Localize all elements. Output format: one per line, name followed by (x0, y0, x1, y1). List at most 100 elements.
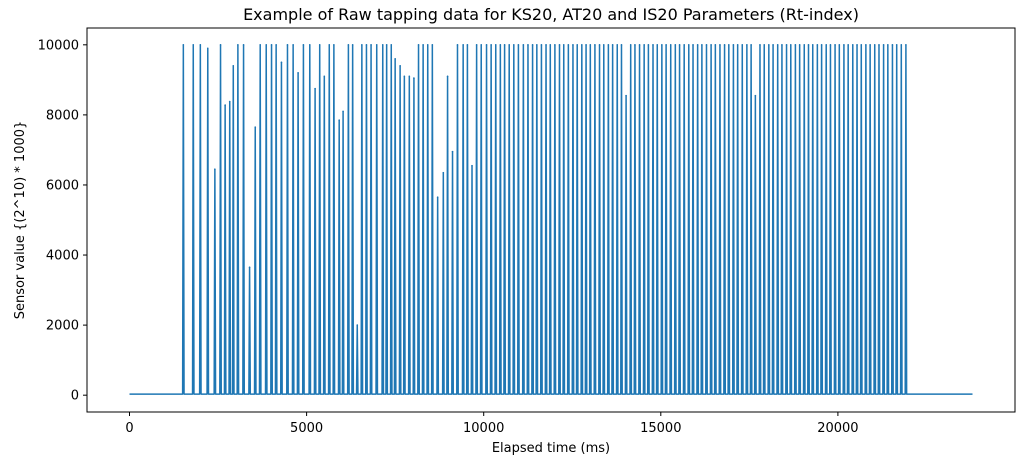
data-point (361, 44, 363, 46)
data-point (882, 44, 885, 46)
data-point (536, 44, 538, 46)
data-point (351, 44, 354, 46)
data-point (302, 44, 305, 46)
data-point (286, 44, 289, 46)
data-point (661, 44, 663, 46)
data-point (297, 72, 299, 74)
data-point (851, 44, 854, 46)
data-point (356, 324, 359, 326)
data-point (314, 87, 316, 90)
data-point (692, 44, 694, 46)
data-point (732, 44, 735, 46)
data-point (629, 44, 632, 46)
data-point (669, 44, 672, 46)
y-tick-label: 0 (71, 389, 79, 404)
data-point (687, 44, 690, 46)
data-point (776, 44, 779, 46)
data-point (417, 44, 420, 46)
data-point (347, 44, 350, 46)
data-point (308, 44, 311, 46)
data-point (589, 44, 592, 46)
data-point (856, 44, 858, 46)
data-point (399, 65, 401, 67)
data-point (259, 44, 262, 46)
data-point (736, 44, 739, 46)
data-point (558, 44, 561, 46)
data-point (620, 44, 623, 46)
data-point (719, 44, 721, 46)
data-point (754, 94, 757, 97)
x-tick-label: 5000 (290, 421, 323, 436)
data-point (843, 44, 845, 46)
data-point (611, 44, 614, 46)
data-point (527, 44, 529, 46)
data-point (829, 44, 832, 46)
data-point (549, 44, 552, 46)
y-tick-label: 6000 (46, 178, 79, 193)
plot-area (86, 27, 1016, 413)
data-point (381, 44, 384, 46)
data-point (750, 44, 752, 46)
data-point (887, 44, 889, 46)
data-point (816, 44, 819, 46)
data-point (456, 44, 459, 46)
data-point (598, 44, 601, 46)
data-point (865, 44, 867, 46)
data-point (471, 164, 473, 167)
data-point (705, 44, 708, 46)
data-point (634, 44, 636, 46)
data-point (513, 44, 515, 46)
data-point (192, 44, 195, 46)
data-point (422, 44, 424, 46)
data-point (616, 44, 619, 46)
data-point (585, 44, 587, 46)
x-tick-label: 20000 (817, 421, 858, 436)
data-point (820, 44, 823, 46)
data-point (798, 44, 801, 46)
data-point (652, 44, 654, 46)
data-point (572, 44, 574, 46)
data-point (451, 150, 454, 153)
data-point (475, 44, 478, 46)
data-point (333, 44, 335, 46)
data-point (466, 44, 469, 46)
data-point (531, 44, 534, 46)
y-tick-label: 2000 (46, 319, 79, 334)
data-point (490, 44, 492, 46)
data-point (499, 44, 502, 46)
plot-frame (86, 27, 1016, 413)
data-point (292, 44, 294, 46)
data-point (607, 44, 610, 46)
data-point (494, 44, 497, 46)
data-point (794, 44, 797, 46)
data-point (594, 44, 596, 46)
data-point (503, 44, 506, 46)
data-point (847, 44, 849, 46)
data-point (576, 44, 579, 46)
data-point (280, 61, 283, 64)
data-point (811, 44, 814, 46)
data-point (403, 75, 406, 78)
data-point (232, 65, 235, 67)
data-point (545, 44, 547, 46)
data-point (643, 44, 645, 46)
data-point (254, 126, 257, 128)
data-point (365, 44, 368, 46)
data-point (759, 44, 761, 46)
data-point (385, 44, 388, 46)
y-tick-label: 4000 (46, 249, 79, 264)
series-line (129, 44, 973, 395)
data-point (683, 44, 685, 46)
data-point (540, 44, 543, 46)
data-point (625, 94, 627, 97)
data-point (710, 44, 712, 46)
data-point (248, 266, 251, 269)
data-point (206, 47, 209, 50)
data-point (714, 44, 717, 46)
data-point (781, 44, 783, 46)
data-point (900, 44, 903, 46)
data-point (895, 44, 898, 46)
data-point (394, 58, 396, 60)
data-point (581, 44, 583, 46)
data-point (873, 44, 876, 46)
